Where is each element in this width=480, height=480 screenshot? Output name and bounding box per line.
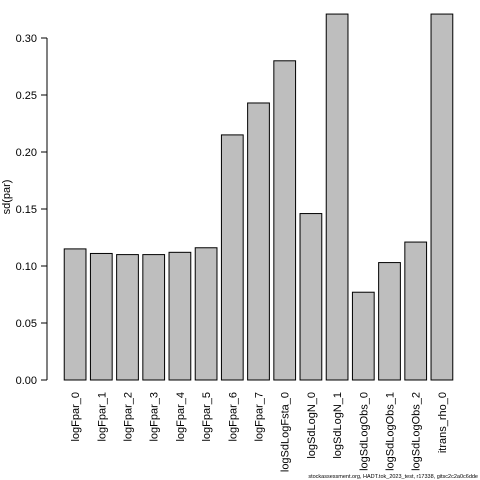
footer-text: stockassessment.org, HADT.tok_2023_test,… xyxy=(308,474,478,480)
y-tick-label: 0.20 xyxy=(16,147,37,159)
bar-logFpar_4 xyxy=(168,251,192,381)
bar-logFpar_7 xyxy=(247,102,270,381)
x-tick-label: logSdLogObs_2 xyxy=(411,392,423,471)
bar-logSdLogObs_1 xyxy=(378,262,401,381)
y-axis: 0.00 0.05 0.10 0.15 0.20 0.25 0.30 xyxy=(16,33,48,387)
y-tick-label: 0.30 xyxy=(16,33,37,45)
x-tick-label: logSdLogFsta_0 xyxy=(280,392,292,472)
x-tick-label: logFpar_6 xyxy=(227,392,239,442)
x-tick-label: logFpar_3 xyxy=(149,392,161,442)
bar-logFpar_1 xyxy=(89,252,113,381)
bar-logSdLogFsta_0 xyxy=(273,60,297,381)
x-tick-label: logSdLogObs_0 xyxy=(358,392,370,471)
bar-logFpar_6 xyxy=(220,134,244,381)
bar-logFpar_0 xyxy=(63,248,87,381)
y-tick-label: 0.25 xyxy=(16,90,37,102)
bar-logFpar_5 xyxy=(194,247,218,381)
bar-logSdLogObs_2 xyxy=(404,241,428,381)
bar-logSdLogN_1 xyxy=(325,13,349,381)
x-tick-label: logFpar_4 xyxy=(175,392,187,442)
y-tick-label: 0.15 xyxy=(16,204,37,216)
bar-logSdLogN_0 xyxy=(299,213,323,381)
x-axis-labels: logFpar_0 logFpar_1 logFpar_2 logFpar_3 logF… xyxy=(70,392,449,472)
bar-logFpar_2 xyxy=(116,254,139,381)
x-tick-label: logSdLogObs_1 xyxy=(385,392,397,471)
x-tick-label: logSdLogN_1 xyxy=(332,392,344,459)
y-tick-label: 0.00 xyxy=(16,375,37,387)
x-tick-label: logFpar_2 xyxy=(123,392,135,442)
x-tick-label: logFpar_1 xyxy=(96,392,108,442)
x-tick-label: logFpar_5 xyxy=(201,392,213,442)
y-tick-label: 0.10 xyxy=(16,261,37,273)
y-tick-label: 0.05 xyxy=(16,318,37,330)
bars-group xyxy=(63,13,454,381)
y-axis-title: sd(par) xyxy=(1,180,13,215)
x-tick-label: logFpar_7 xyxy=(254,392,266,442)
x-tick-label: logFpar_0 xyxy=(70,392,82,442)
x-tick-label: itrans_rho_0 xyxy=(437,392,449,453)
bar-logSdLogObs_0 xyxy=(351,291,375,381)
bar-itrans_rho_0 xyxy=(430,13,454,381)
x-tick-label: logSdLogN_0 xyxy=(306,392,318,459)
bar-logFpar_3 xyxy=(142,254,166,381)
